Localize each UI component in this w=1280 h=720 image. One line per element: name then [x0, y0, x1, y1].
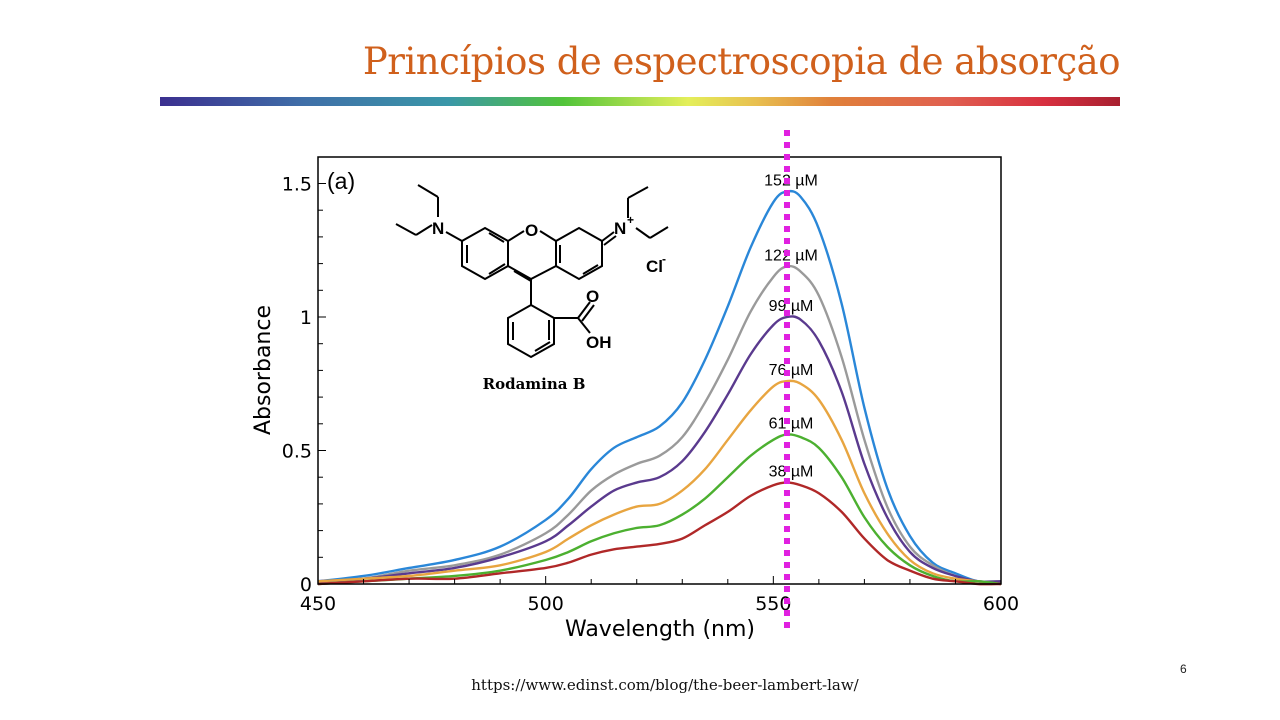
atom-n-right: N	[614, 219, 626, 238]
y-axis-label: Absorbance	[251, 305, 276, 435]
atom-n-left: N	[432, 219, 444, 238]
plot-frame	[317, 156, 1002, 585]
x-tick-label: 450	[300, 593, 336, 615]
molecule-atom-labels: N O N + O OH Cl -	[432, 213, 666, 352]
spectrum-line	[317, 264, 1002, 583]
series-label: 38 µM	[769, 464, 814, 481]
panel-label: (a)	[327, 168, 355, 194]
source-link[interactable]: https://www.edinst.com/blog/the-beer-lam…	[471, 676, 859, 694]
charge-plus: +	[627, 213, 634, 227]
series-label: 76 µM	[769, 362, 814, 379]
spectra-curves	[317, 189, 1002, 586]
y-tick-label: 1	[300, 307, 312, 329]
x-tick-label: 550	[755, 593, 791, 615]
x-tick-label: 500	[528, 593, 564, 615]
y-tick-label: 0	[300, 574, 312, 596]
spectrum-line	[317, 315, 1002, 583]
spectrum-gradient-bar	[160, 97, 1120, 106]
series-label: 99 µM	[769, 298, 814, 315]
y-tick-label: 0.5	[282, 441, 312, 463]
spectrum-line	[317, 433, 1002, 586]
axis-ticks: 450 500 550 600 0 0.5 1 1.5	[282, 174, 1019, 616]
page-number: 6	[1180, 662, 1187, 676]
x-axis-label: Wavelength (nm)	[565, 617, 755, 642]
spectrum-line	[317, 481, 1002, 586]
x-tick-label: 600	[983, 593, 1019, 615]
molecule-name: Rodamina B	[483, 375, 586, 393]
spectrum-line	[317, 189, 1002, 584]
series-label: 61 µM	[769, 415, 814, 432]
molecule-structure	[395, 184, 669, 359]
slide-title: Princípios de espectroscopia de absorção	[362, 40, 1121, 83]
spectrum-line	[317, 379, 1002, 586]
charge-minus: -	[662, 252, 666, 266]
series-label: 152 µM	[764, 173, 818, 190]
counterion-cl: Cl	[646, 257, 663, 276]
atom-oh: OH	[586, 333, 612, 352]
series-labels: 152 µM 122 µM 99 µM 76 µM 61 µM 38 µM	[764, 173, 818, 481]
series-label: 122 µM	[764, 247, 818, 264]
atom-o-carbonyl: O	[586, 287, 599, 306]
y-tick-label: 1.5	[282, 174, 312, 196]
atom-o-ring: O	[525, 221, 538, 240]
